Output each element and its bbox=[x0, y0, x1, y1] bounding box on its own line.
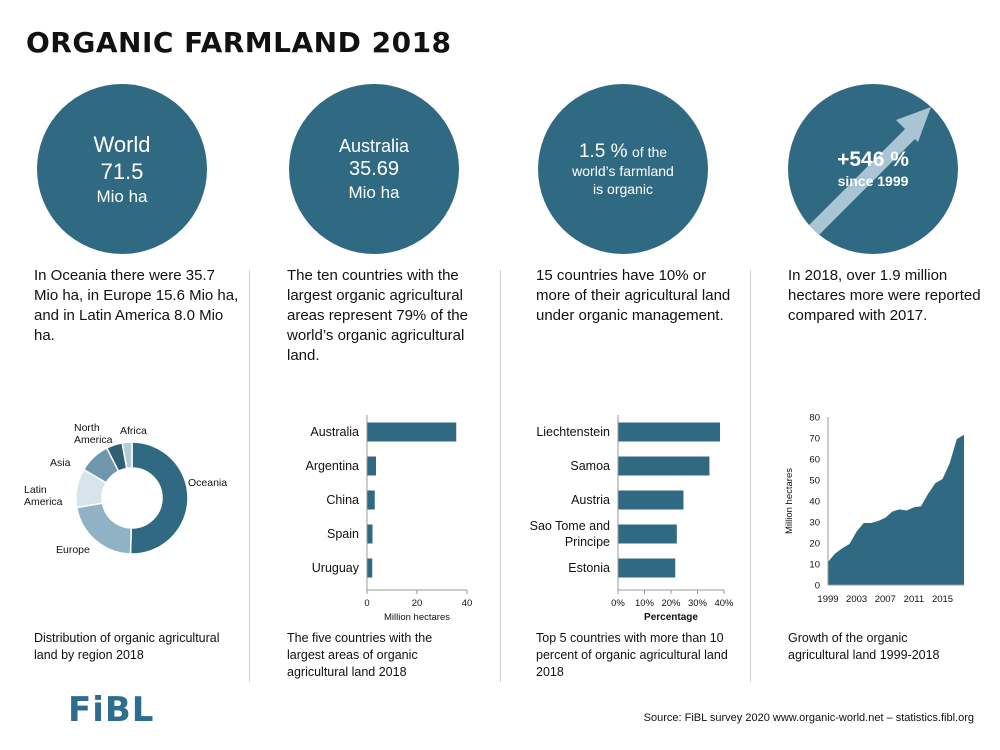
circle-label: World bbox=[93, 131, 151, 157]
y-tick-label: 20 bbox=[809, 539, 820, 550]
growth-area-chart: 0 10 20 30 40 50 60 70 80 1999 2003 2007 2011 2015 Mil… bbox=[784, 413, 964, 605]
x-tick-label: 2015 bbox=[932, 594, 953, 605]
growth-arrow-icon bbox=[805, 107, 931, 239]
y-tick-label: 60 bbox=[809, 455, 820, 466]
bar bbox=[367, 422, 457, 442]
world-stat-circle: World 71.5 Mio ha bbox=[37, 84, 207, 254]
circle-value: 71.5 bbox=[100, 159, 144, 185]
column-divider bbox=[750, 270, 751, 682]
slice-label: Africa bbox=[120, 425, 147, 437]
y-axis-title: Million hectares bbox=[784, 468, 795, 534]
x-tick-label: 20 bbox=[412, 598, 423, 609]
category-label: Uruguay bbox=[312, 561, 360, 575]
y-tick-label: 40 bbox=[809, 497, 820, 508]
bar bbox=[367, 490, 375, 510]
x-tick-label: 2007 bbox=[875, 594, 896, 605]
circle-text: of the bbox=[632, 143, 668, 160]
donut-slice bbox=[121, 441, 133, 470]
x-tick-label: 2011 bbox=[904, 594, 924, 605]
x-tick-label: 1999 bbox=[817, 594, 838, 605]
bar bbox=[367, 524, 373, 544]
area-series bbox=[828, 434, 964, 585]
x-tick-label: 40% bbox=[714, 598, 734, 609]
slice-label: America bbox=[24, 496, 63, 508]
slice-label: America bbox=[74, 434, 113, 446]
column-description: 15 countries have 10% or more of their a… bbox=[536, 267, 731, 324]
circle-value: 35.69 bbox=[348, 158, 400, 181]
chart-caption: Growth of the organic agricultural land … bbox=[788, 631, 940, 662]
source-note: Source: FiBL survey 2020 www.organic-wor… bbox=[643, 712, 974, 724]
growth-stat-circle: +546 % since 1999 bbox=[788, 84, 958, 254]
x-tick-label: 30% bbox=[688, 598, 708, 609]
category-label: Sao Tome and bbox=[530, 519, 610, 533]
bar bbox=[367, 558, 373, 578]
bar bbox=[618, 558, 676, 578]
circle-unit: Mio ha bbox=[96, 186, 148, 206]
australia-stat-circle: Australia 35.69 Mio ha bbox=[289, 84, 459, 254]
circle-label: Australia bbox=[338, 135, 410, 156]
bar bbox=[618, 422, 721, 442]
chart-caption: The five countries with the largest area… bbox=[287, 631, 433, 679]
circle-text: world’s farmland bbox=[572, 163, 674, 180]
x-tick-label: 2003 bbox=[846, 594, 867, 605]
category-label: Liechtenstein bbox=[536, 425, 610, 439]
x-axis-title: Percentage bbox=[644, 612, 698, 623]
x-tick-label: 0% bbox=[611, 598, 625, 609]
slice-label: Asia bbox=[50, 457, 71, 469]
circle-value: +546 % bbox=[837, 148, 909, 172]
circle-value: 1.5 % bbox=[578, 140, 628, 162]
slice-label: North bbox=[74, 422, 100, 434]
circle-text: is organic bbox=[593, 180, 653, 197]
circle-unit: Mio ha bbox=[348, 183, 400, 203]
column-description: The ten countries with the largest organ… bbox=[287, 267, 468, 364]
donut-slice bbox=[129, 441, 189, 555]
slice-label: Oceania bbox=[188, 477, 227, 489]
column-divider bbox=[500, 270, 501, 682]
slice-label: Latin bbox=[24, 484, 47, 496]
x-tick-label: 10% bbox=[635, 598, 655, 609]
share-stat-circle: 1.5 % of the world’s farmland is organic bbox=[538, 84, 708, 254]
column-divider bbox=[249, 270, 250, 682]
bar bbox=[618, 524, 677, 544]
bar bbox=[618, 456, 710, 476]
top-share-bar-chart: Liechtenstein Samoa Austria Sao Tome and Pri… bbox=[530, 415, 734, 623]
region-donut-chart: OceaniaEuropeLatinAmericaAsiaNorthAmeric… bbox=[24, 422, 227, 556]
y-tick-label: 0 bbox=[815, 581, 820, 592]
chart-caption: Distribution of organic agricultural lan… bbox=[34, 631, 220, 662]
y-tick-label: 10 bbox=[809, 560, 820, 571]
x-axis-title: Million hectares bbox=[384, 612, 450, 623]
top-countries-bar-chart: Australia Argentina China Spain Uruguay 0 20 40… bbox=[305, 415, 473, 623]
y-tick-label: 70 bbox=[809, 434, 820, 445]
column-description: In 2018, over 1.9 million hectares more … bbox=[788, 267, 981, 324]
y-tick-label: 80 bbox=[809, 413, 820, 424]
page-title: ORGANIC FARMLAND 2018 bbox=[26, 26, 452, 59]
circle-text: since 1999 bbox=[837, 173, 909, 190]
y-tick-label: 50 bbox=[809, 476, 820, 487]
category-label: Principe bbox=[565, 535, 610, 549]
column-description: In Oceania there were 35.7 Mio ha, in Eu… bbox=[34, 267, 239, 344]
x-tick-label: 0 bbox=[364, 598, 369, 609]
x-tick-label: 40 bbox=[462, 598, 473, 609]
category-label: Australia bbox=[310, 425, 359, 439]
category-label: Austria bbox=[571, 493, 610, 507]
chart-caption: Top 5 countries with more than 10 percen… bbox=[536, 631, 728, 679]
bar bbox=[618, 490, 684, 510]
category-label: Spain bbox=[327, 527, 359, 541]
category-label: Argentina bbox=[305, 459, 359, 473]
x-tick-label: 20% bbox=[661, 598, 681, 609]
category-label: Estonia bbox=[568, 561, 610, 575]
fibl-logo: FiBL bbox=[68, 690, 155, 730]
bar bbox=[367, 456, 376, 476]
slice-label: Europe bbox=[56, 544, 90, 556]
y-tick-label: 30 bbox=[809, 518, 820, 529]
category-label: China bbox=[326, 493, 359, 507]
category-label: Samoa bbox=[570, 459, 610, 473]
